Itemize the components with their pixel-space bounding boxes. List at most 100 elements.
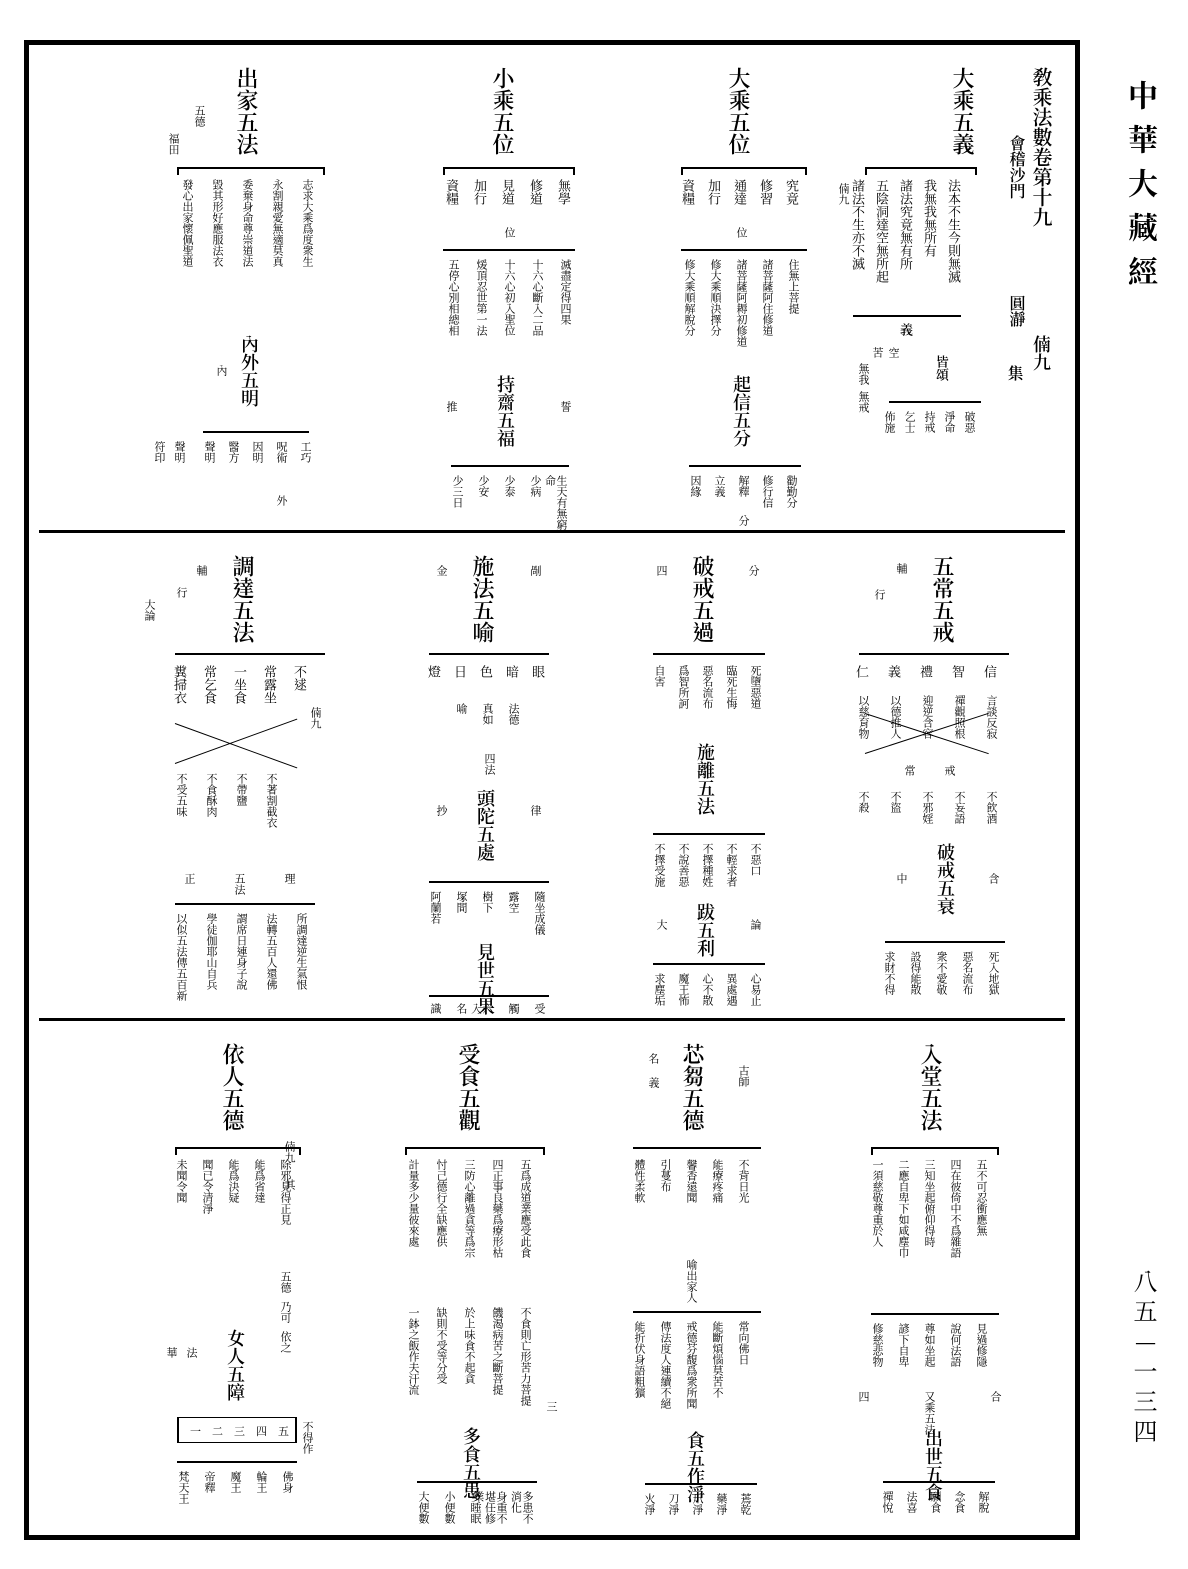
sec-c3-subitem: 一 — [190, 1423, 201, 1439]
sec-a0-branch: 無戒 — [857, 391, 869, 413]
sec-c2-subhead: 多食五患 — [462, 1427, 481, 1499]
sec-b0-right: 以德推人 — [889, 695, 901, 739]
sec-a0-righthead: 皆頌 — [935, 355, 949, 381]
sec-b0-right2: 不盜 — [889, 791, 901, 813]
sec-b1-item: 惡名流布 — [701, 665, 713, 709]
sec-c1-right: 能斷煩惱莫苦不 — [711, 1321, 723, 1398]
sec-b1-subhead: 施離五法 — [696, 743, 715, 815]
sec-b3-subitem: 謂席日連身子說 — [235, 913, 247, 990]
sec-a1-right: 諸菩薩阿住修道 — [761, 259, 773, 336]
sec-c2-right: 一鉢之飯作夫汗流 — [407, 1307, 419, 1395]
tick — [543, 1147, 545, 1155]
sec-c2-item: 計量多少量彼來處 — [407, 1159, 419, 1247]
sec-b3-note3: 大論 — [143, 599, 155, 621]
sec-a0-ritem: 破惡 — [963, 411, 975, 433]
sec-b2-subitem: 隨坐成儀 — [533, 891, 545, 935]
sec-b2-subitem2: 觸 — [507, 1003, 519, 1014]
sec-b3-subitem: 法轉五百人還佛 — [265, 913, 277, 990]
sec-c1-right: 常向佛日 — [737, 1321, 749, 1365]
sec-b1-note: 四 — [655, 565, 667, 576]
sec-a1-item: 資糧 — [681, 179, 695, 205]
sec-c3-subitem: 四 — [256, 1423, 267, 1439]
sec-c1-subitem: 刀淨 — [667, 1493, 679, 1515]
sec-c3-subitem: 五 — [278, 1423, 289, 1439]
sec-b0-right2: 不飲酒 — [985, 791, 997, 824]
sec-b1-subitem: 不惡口 — [749, 843, 761, 876]
sec-c3-subnote2: 華 — [165, 1347, 177, 1358]
sec-b2-note: 金 — [435, 565, 447, 576]
sec-c1-subitem: 蔫乾 — [739, 1493, 751, 1515]
tick — [175, 1147, 177, 1155]
sec-a2-subitem: 少病 — [529, 475, 541, 497]
sec-b1-item: 自害 — [653, 665, 665, 687]
sec-b1-subitem: 不說善惡 — [677, 843, 689, 887]
sec-a0-item: 法本不生今則無滅 — [947, 179, 961, 283]
sec-a3-note2: 福田 — [167, 133, 179, 155]
sec-a0-head: 大乘五義 — [952, 67, 975, 155]
sec-c3-subitem: 二 — [212, 1423, 223, 1439]
bracket — [859, 653, 1009, 655]
sec-b2-item: 暗 — [505, 665, 519, 678]
sec-b2-mid: 真如 — [481, 703, 493, 725]
sec-b3-item: 常乞食 — [203, 665, 217, 704]
sec-c0-right: 諺下自卑 — [897, 1323, 909, 1367]
sec-b1-subitem: 不輕求者 — [725, 843, 737, 887]
bracket — [429, 995, 549, 997]
bracket — [653, 653, 765, 655]
panel-b: 五常五戒 輔 行 仁 義 禮 智 信 以慈育物 以德推人 迎逆含容 禪觀照根 言… — [39, 543, 1065, 1021]
sec-b0-right2: 不妄語 — [953, 791, 965, 824]
sec-a0-item: 諸法不生亦不滅 — [851, 179, 865, 270]
sec-b0-subitem: 衆不愛敬 — [935, 951, 947, 995]
sec-a2-item: 見道 — [501, 179, 515, 205]
sec-b2-item: 燈 — [427, 665, 441, 678]
sec-c0-right: 見過修隱 — [975, 1323, 987, 1367]
bracket — [653, 963, 765, 965]
sec-b1-head: 破戒五過 — [692, 555, 715, 643]
sec-c0-head: 入堂五法 — [920, 1043, 943, 1131]
sec-c3-submid: 不得作 — [301, 1421, 313, 1454]
tick — [871, 1147, 873, 1155]
sec-b3-right: 不受五味 — [175, 773, 187, 817]
bracket — [633, 1147, 761, 1149]
sec-a3-subright: 聲明 — [173, 441, 185, 463]
sec-c2-head: 受食五觀 — [458, 1043, 481, 1131]
sec-a2-subhead: 持齋五福 — [496, 375, 515, 447]
sec-b3-head: 調達五法 — [232, 555, 255, 643]
diag-line — [175, 723, 298, 768]
sec-b0-item: 信 — [983, 665, 997, 678]
sec-a2-item: 資糧 — [445, 179, 459, 205]
sec-a2-subitem: 少泰 — [503, 475, 515, 497]
sec-b1-subnote: 大 — [655, 919, 667, 930]
sec-c3-subnote: 法 — [185, 1347, 197, 1358]
sec-c0-item: 五不可忍衝應無 — [975, 1159, 987, 1236]
sec-c3-subright: 佛身 — [281, 1471, 293, 1493]
sec-b2-head: 施法五喻 — [472, 555, 495, 643]
bracket — [653, 833, 765, 835]
sec-b3-subtag: 五法 — [233, 873, 245, 895]
bracket — [883, 1481, 995, 1483]
sec-a2-item: 修道 — [529, 179, 543, 205]
sec-c0-right: 說何法語 — [949, 1323, 961, 1367]
sec-c3-subright: 帝釋 — [203, 1471, 215, 1493]
tick — [997, 1147, 999, 1155]
bracket — [681, 249, 807, 251]
sec-a3-subside: 外 — [275, 495, 287, 506]
sec-a1-mid: 位 — [735, 227, 747, 238]
sec-c0-right: 修慈悲物 — [871, 1323, 883, 1367]
bracket — [853, 315, 961, 317]
sec-b0-subside: 含 — [987, 873, 999, 884]
sec-c3-subright: 魔王 — [229, 1471, 241, 1493]
sec-b2-subitem: 塚間 — [455, 891, 467, 913]
sec-a0-item: 諸法究竟無有所 — [899, 179, 913, 270]
sec-a3-subitem: 呪術 — [275, 441, 287, 463]
sec-b3-subitem: 以似五法傳五百新 — [175, 913, 187, 1001]
bracket — [175, 653, 325, 655]
sec-c1-item: 能療疼痛 — [711, 1159, 723, 1203]
sec-a3-subright: 符印 — [153, 441, 165, 463]
sec-b2-item: 色 — [479, 665, 493, 678]
sec-b1-item: 臨死生悔 — [725, 665, 737, 709]
sec-a1-right: 修大乘順解脫分 — [683, 259, 695, 336]
sec-b0-right: 迎逆含容 — [921, 695, 933, 739]
sec-b0-right2: 不邪婬 — [921, 791, 933, 824]
bracket — [443, 249, 575, 251]
